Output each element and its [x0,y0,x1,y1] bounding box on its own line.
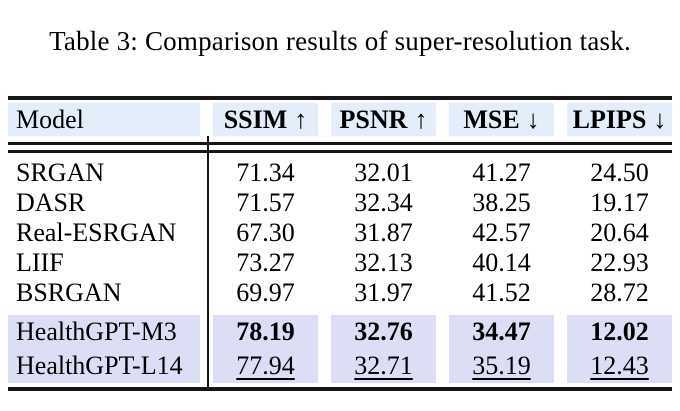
bottom-rule [8,387,672,391]
header-label-lpips: LPIPS [572,105,647,134]
table-caption: Table 3: Comparison results of super-res… [49,26,631,56]
table-row-srgan: SRGAN 71.34 32.01 41.27 24.50 [8,158,672,188]
header-row: Model SSIM ↑ PSNR ↑ MSE ↓ LPIPS ↓ [8,103,672,136]
psnr-value: 32.76 [331,315,436,349]
table-row-bsrgan: BSRGAN 69.97 31.97 41.52 28.72 [8,278,672,308]
model-cell: SRGAN [16,158,105,187]
row-spacer [8,308,672,315]
lpips-value: 19.17 [590,188,649,217]
lpips-value: 24.50 [590,158,649,187]
lpips-value: 22.93 [590,248,649,277]
column-header-ssim: SSIM ↑ [213,103,318,136]
ssim-value: 69.97 [236,278,295,307]
mse-value: 40.14 [472,248,531,277]
mse-value: 35.19 [449,349,554,383]
model-cell: LIIF [16,248,64,277]
up-arrow-icon: ↑ [294,105,308,134]
psnr-value: 32.01 [354,158,413,187]
header-label-mse: MSE [463,105,520,134]
column-header-mse: MSE ↓ [449,103,554,136]
up-arrow-icon: ↑ [414,105,428,134]
psnr-value: 31.97 [354,278,413,307]
table-row-healthgpt-l14: HealthGPT-L14 77.94 32.71 35.19 12.43 [8,349,672,383]
ssim-value: 67.30 [236,218,295,247]
column-header-model: Model [8,103,200,136]
table-row-healthgpt-m3: HealthGPT-M3 78.19 32.76 34.47 12.02 [8,315,672,349]
table-body: SRGAN 71.34 32.01 41.27 24.50 DASR 71.57… [8,158,672,383]
mse-value: 38.25 [472,188,531,217]
mse-value: 42.57 [472,218,531,247]
mse-value: 34.47 [449,315,554,349]
ssim-value: 78.19 [213,315,318,349]
model-cell: BSRGAN [16,278,122,307]
table-row-liif: LIIF 73.27 32.13 40.14 22.93 [8,248,672,278]
ssim-value: 71.57 [236,188,295,217]
lpips-value: 12.43 [567,349,672,383]
model-cell: Real-ESRGAN [16,218,177,247]
lpips-value: 12.02 [567,315,672,349]
column-header-psnr: PSNR ↑ [331,103,436,136]
psnr-value: 32.71 [331,349,436,383]
model-cell: HealthGPT-M3 [8,315,200,349]
comparison-table: Model SSIM ↑ PSNR ↑ MSE ↓ LPIPS ↓ SRGAN 71.3… [8,96,672,391]
model-cell: DASR [16,188,86,217]
model-cell: HealthGPT-L14 [8,349,200,383]
psnr-value: 32.34 [354,188,413,217]
ssim-value: 71.34 [236,158,295,187]
down-arrow-icon: ↓ [526,105,540,134]
header-label-ssim: SSIM [223,105,288,134]
down-arrow-icon: ↓ [653,105,667,134]
psnr-value: 31.87 [354,218,413,247]
header-label-psnr: PSNR [339,105,408,134]
top-rule [8,96,672,100]
table-row-dasr: DASR 71.57 32.34 38.25 19.17 [8,188,672,218]
ssim-value: 73.27 [236,248,295,277]
lpips-value: 28.72 [590,278,649,307]
psnr-value: 32.13 [354,248,413,277]
mse-value: 41.27 [472,158,531,187]
column-header-lpips: LPIPS ↓ [567,103,672,136]
mse-value: 41.52 [472,278,531,307]
table-row-real-esrgan: Real-ESRGAN 67.30 31.87 42.57 20.64 [8,218,672,248]
ssim-value: 77.94 [213,349,318,383]
lpips-value: 20.64 [590,218,649,247]
vertical-divider [207,136,209,391]
double-rule [8,142,672,153]
